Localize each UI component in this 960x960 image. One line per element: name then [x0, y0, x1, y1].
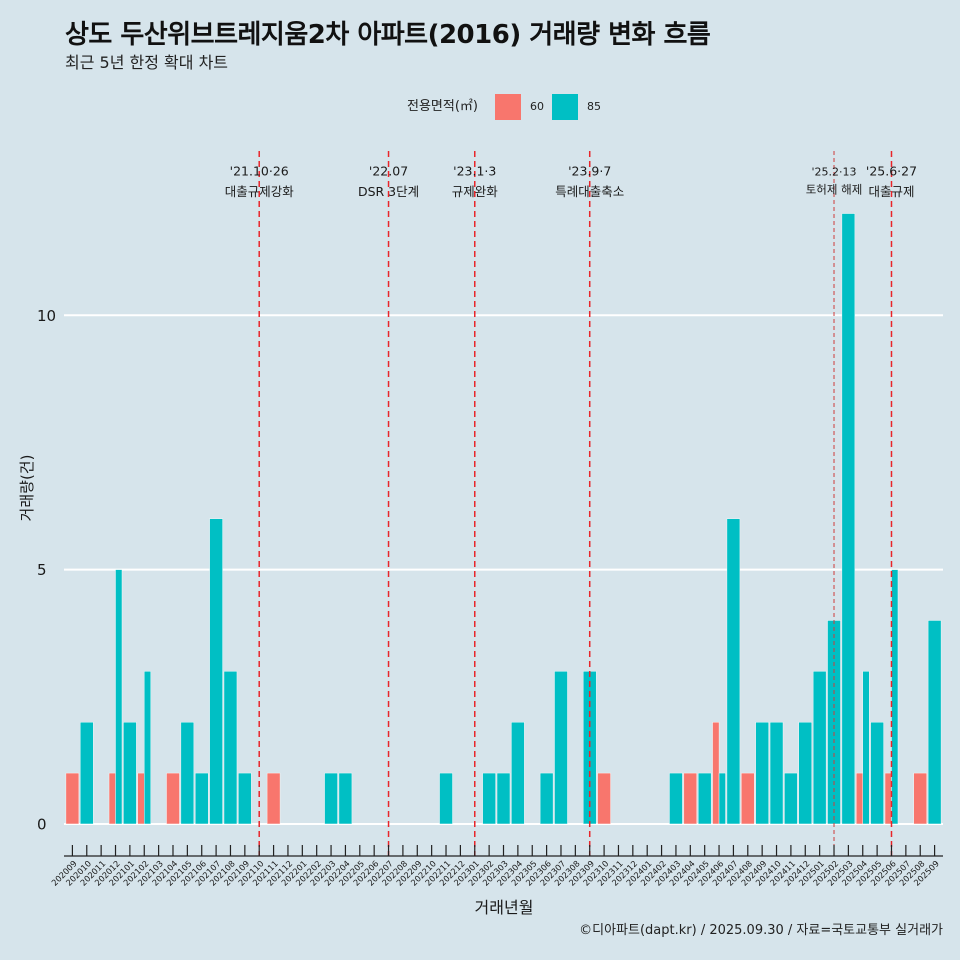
- bar-60-202012: [108, 772, 116, 825]
- event-label: 특례대출축소: [555, 184, 624, 199]
- bar-85-202403: [669, 772, 683, 825]
- bar-85-202505: [870, 722, 884, 825]
- bar-60-202102: [137, 772, 145, 825]
- event-label: 대출규제강화: [225, 184, 295, 199]
- chart-subtitle: 최근 5년 한정 확대 차트: [65, 53, 229, 72]
- bar-85-202204: [338, 772, 353, 825]
- bar-85-202203: [324, 772, 338, 825]
- bar-85-202106: [195, 772, 209, 825]
- bar-85-202409: [755, 722, 769, 825]
- bar-60-202406: [712, 722, 720, 825]
- x-axis-title: 거래년월: [475, 898, 534, 917]
- bar-85-202304: [511, 722, 525, 825]
- event-label: DSR 3단계: [358, 184, 419, 199]
- event-label: 대출규제: [868, 184, 914, 199]
- bar-85-202307: [554, 671, 568, 825]
- bar-85-202105: [180, 722, 195, 825]
- bar-85-202211: [439, 772, 453, 825]
- y-tick-label: 5: [37, 561, 47, 579]
- bar-85-202101: [123, 722, 137, 825]
- event-label: 규제완화: [452, 184, 499, 199]
- bar-85-202411: [784, 772, 798, 825]
- x-axis: 2020092020102020112020122021012021022021…: [49, 845, 943, 888]
- bar-85-202306: [539, 772, 554, 825]
- bar-85-202107: [209, 518, 223, 825]
- bar-85-202302: [482, 772, 496, 825]
- bar-85-202406: [718, 772, 726, 825]
- bar-85-202506: [891, 569, 899, 825]
- legend-swatch-85: [552, 94, 578, 120]
- bars: [65, 213, 942, 825]
- caption: ©디아파트(dapt.kr) / 2025.09.30 / 자료=국토교통부 실…: [579, 923, 943, 938]
- bar-60-202508: [913, 772, 927, 825]
- bar-85-202108: [223, 671, 238, 825]
- bar-85-202504: [862, 671, 870, 825]
- bar-60-202408: [741, 772, 755, 825]
- event-date-label: '21.10·26: [230, 164, 289, 179]
- bar-85-202412: [798, 722, 812, 825]
- bar-85-202503: [841, 213, 856, 825]
- bar-85-202102: [144, 671, 151, 825]
- event-date-label: '23.9·7: [568, 164, 611, 179]
- legend-swatch-60: [495, 94, 521, 120]
- legend-label-85: 85: [587, 100, 601, 113]
- legend-label-60: 60: [530, 100, 544, 113]
- bar-85-202010: [80, 722, 94, 825]
- event-date-label: '25.2·13: [812, 166, 857, 179]
- chart-title: 상도 두산위브트레지움2차 아파트(2016) 거래량 변화 흐름: [65, 20, 711, 50]
- bar-85-202012: [115, 569, 123, 825]
- y-tick-label: 0: [37, 815, 47, 833]
- y-tick-label: 10: [37, 307, 56, 325]
- legend-title: 전용면적(㎡): [407, 99, 478, 114]
- y-axis: 0 5 10: [37, 307, 56, 834]
- bar-60-202009: [65, 772, 80, 825]
- y-axis-title: 거래량(건): [18, 455, 36, 522]
- annotations: '21.10·26 대출규제강화 '22.07 DSR 3단계 '23.1·3 규제완화 '…: [225, 151, 917, 856]
- event-label: 토허제 해제: [806, 183, 863, 197]
- event-date-label: '23.1·3: [453, 164, 496, 179]
- bar-60-202104: [166, 772, 180, 825]
- bar-85-202109: [238, 772, 252, 825]
- bar-85-202509: [927, 620, 942, 825]
- bar-85-202405: [698, 772, 712, 825]
- event-date-label: '22.07: [369, 164, 408, 179]
- bar-60-202506: [884, 772, 892, 825]
- bar-85-202407: [726, 518, 741, 825]
- bar-85-202501: [812, 671, 827, 825]
- bar-60-202310: [597, 772, 611, 825]
- bar-85-202410: [769, 722, 784, 825]
- bar-60-202504: [856, 772, 863, 825]
- event-date-label: '25.6·27: [866, 164, 917, 179]
- bar-85-202303: [496, 772, 511, 825]
- bar-60-202404: [683, 772, 697, 825]
- bar-60-202111: [266, 772, 281, 825]
